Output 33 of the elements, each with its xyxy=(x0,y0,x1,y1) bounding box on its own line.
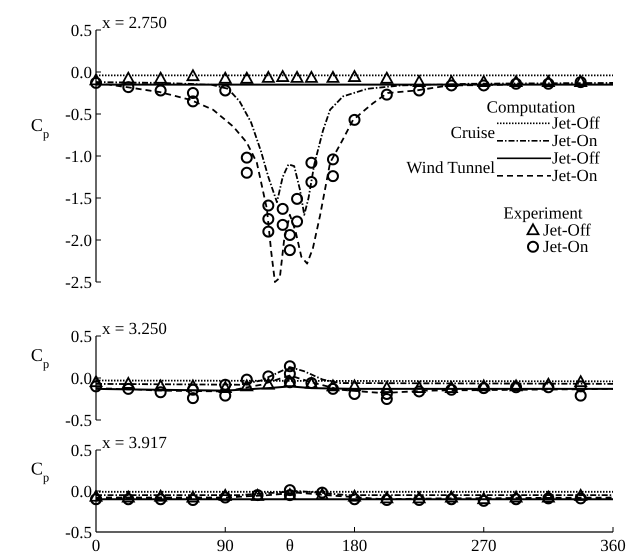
legend-label: Jet-On xyxy=(543,236,589,256)
chart-title: x = 3.917 xyxy=(102,433,168,452)
x-tick-label: 0 xyxy=(92,536,100,555)
y-tick-label: -2.0 xyxy=(65,230,92,250)
y-axis-title: C$_{p}$ xyxy=(30,345,50,372)
y-axis-title: C$_{p}$ xyxy=(30,114,50,141)
y-tick-label: 0.5 xyxy=(70,326,92,346)
y-axis-title: C$_{p}$ xyxy=(30,458,50,485)
chart-title: x = 3.250 xyxy=(102,319,167,338)
y-tick-label: -1.5 xyxy=(65,188,92,208)
x-axis-title: θ xyxy=(286,536,294,555)
legend-label: Jet-On xyxy=(552,166,598,185)
y-tick-label: 0.0 xyxy=(70,62,92,82)
annotation: Cruise xyxy=(450,123,495,142)
y-tick-label: -2.5 xyxy=(65,272,92,292)
annotation: Wind Tunnel xyxy=(406,158,496,178)
y-tick-label: -0.5 xyxy=(65,410,92,430)
x-tick-label: 270 xyxy=(471,536,496,555)
y-tick-label: -0.5 xyxy=(65,522,92,542)
legend-label: Jet-Off xyxy=(543,220,592,240)
chart-title: x = 2.750 xyxy=(102,13,167,32)
y-tick-label: -1.0 xyxy=(65,146,92,166)
x-tick-label: 180 xyxy=(342,536,368,555)
x-tick-label: 90 xyxy=(216,536,234,555)
y-tick-label: -0.5 xyxy=(65,104,92,124)
y-tick-label: 0.0 xyxy=(70,482,92,501)
legend-label: Jet-Off xyxy=(552,148,600,168)
y-tick-label: 0.0 xyxy=(70,368,92,388)
y-tick-label: 0.5 xyxy=(70,440,92,460)
x-tick-label: 360 xyxy=(600,536,626,555)
y-tick-label: 0.5 xyxy=(70,20,92,40)
annotation: Experiment xyxy=(503,203,583,222)
legend-label: Jet-On xyxy=(552,130,598,150)
